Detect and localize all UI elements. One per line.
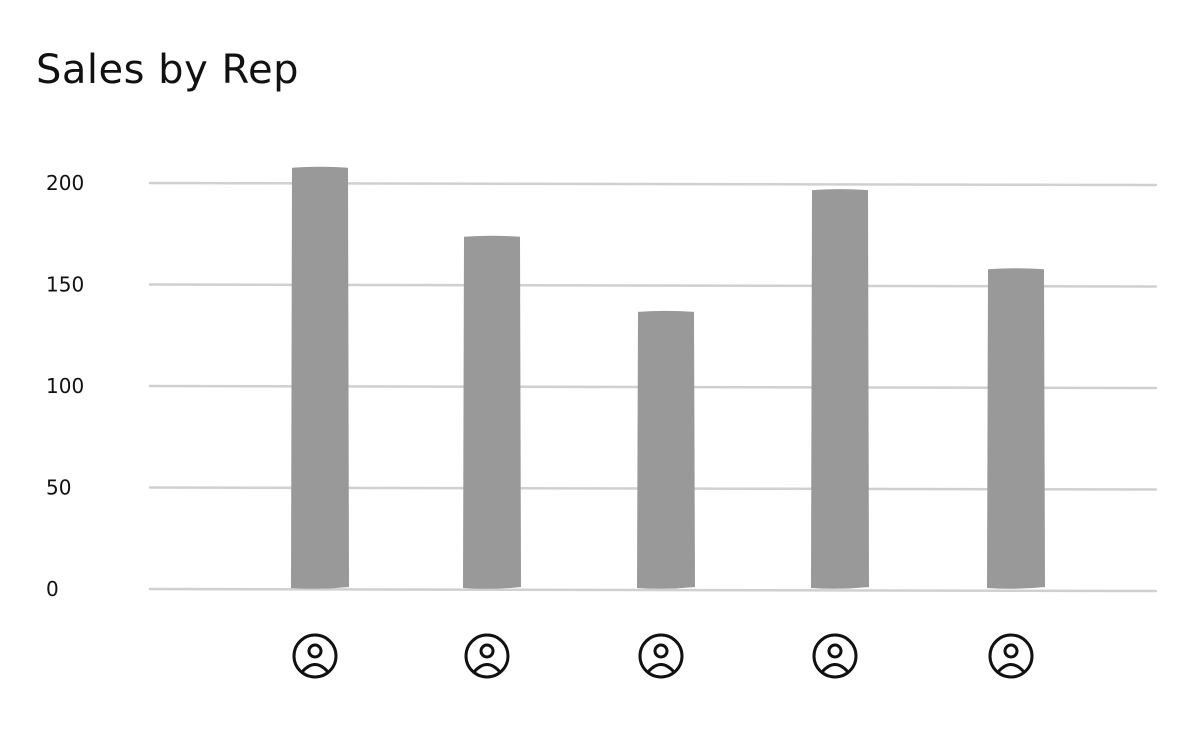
y-tick-label: 0 (46, 577, 59, 601)
bar (811, 189, 869, 589)
user-icon (988, 633, 1034, 679)
bar (987, 268, 1045, 589)
user-icon (638, 633, 684, 679)
grid-line (148, 587, 1158, 593)
x-axis-icons (292, 633, 1034, 679)
bar (463, 235, 521, 589)
bar (637, 310, 695, 589)
y-tick-label: 50 (46, 476, 71, 500)
y-tick-label: 100 (46, 374, 84, 398)
chart-title: Sales by Rep (36, 47, 299, 93)
user-icon (464, 633, 510, 679)
y-tick-label: 150 (46, 273, 84, 297)
user-icon (812, 633, 858, 679)
bar (291, 166, 349, 589)
y-tick-label: 200 (46, 171, 84, 195)
user-icon (292, 633, 338, 679)
y-axis-ticks: 0 50 100 150 200 (46, 171, 84, 601)
bars (291, 166, 1045, 589)
